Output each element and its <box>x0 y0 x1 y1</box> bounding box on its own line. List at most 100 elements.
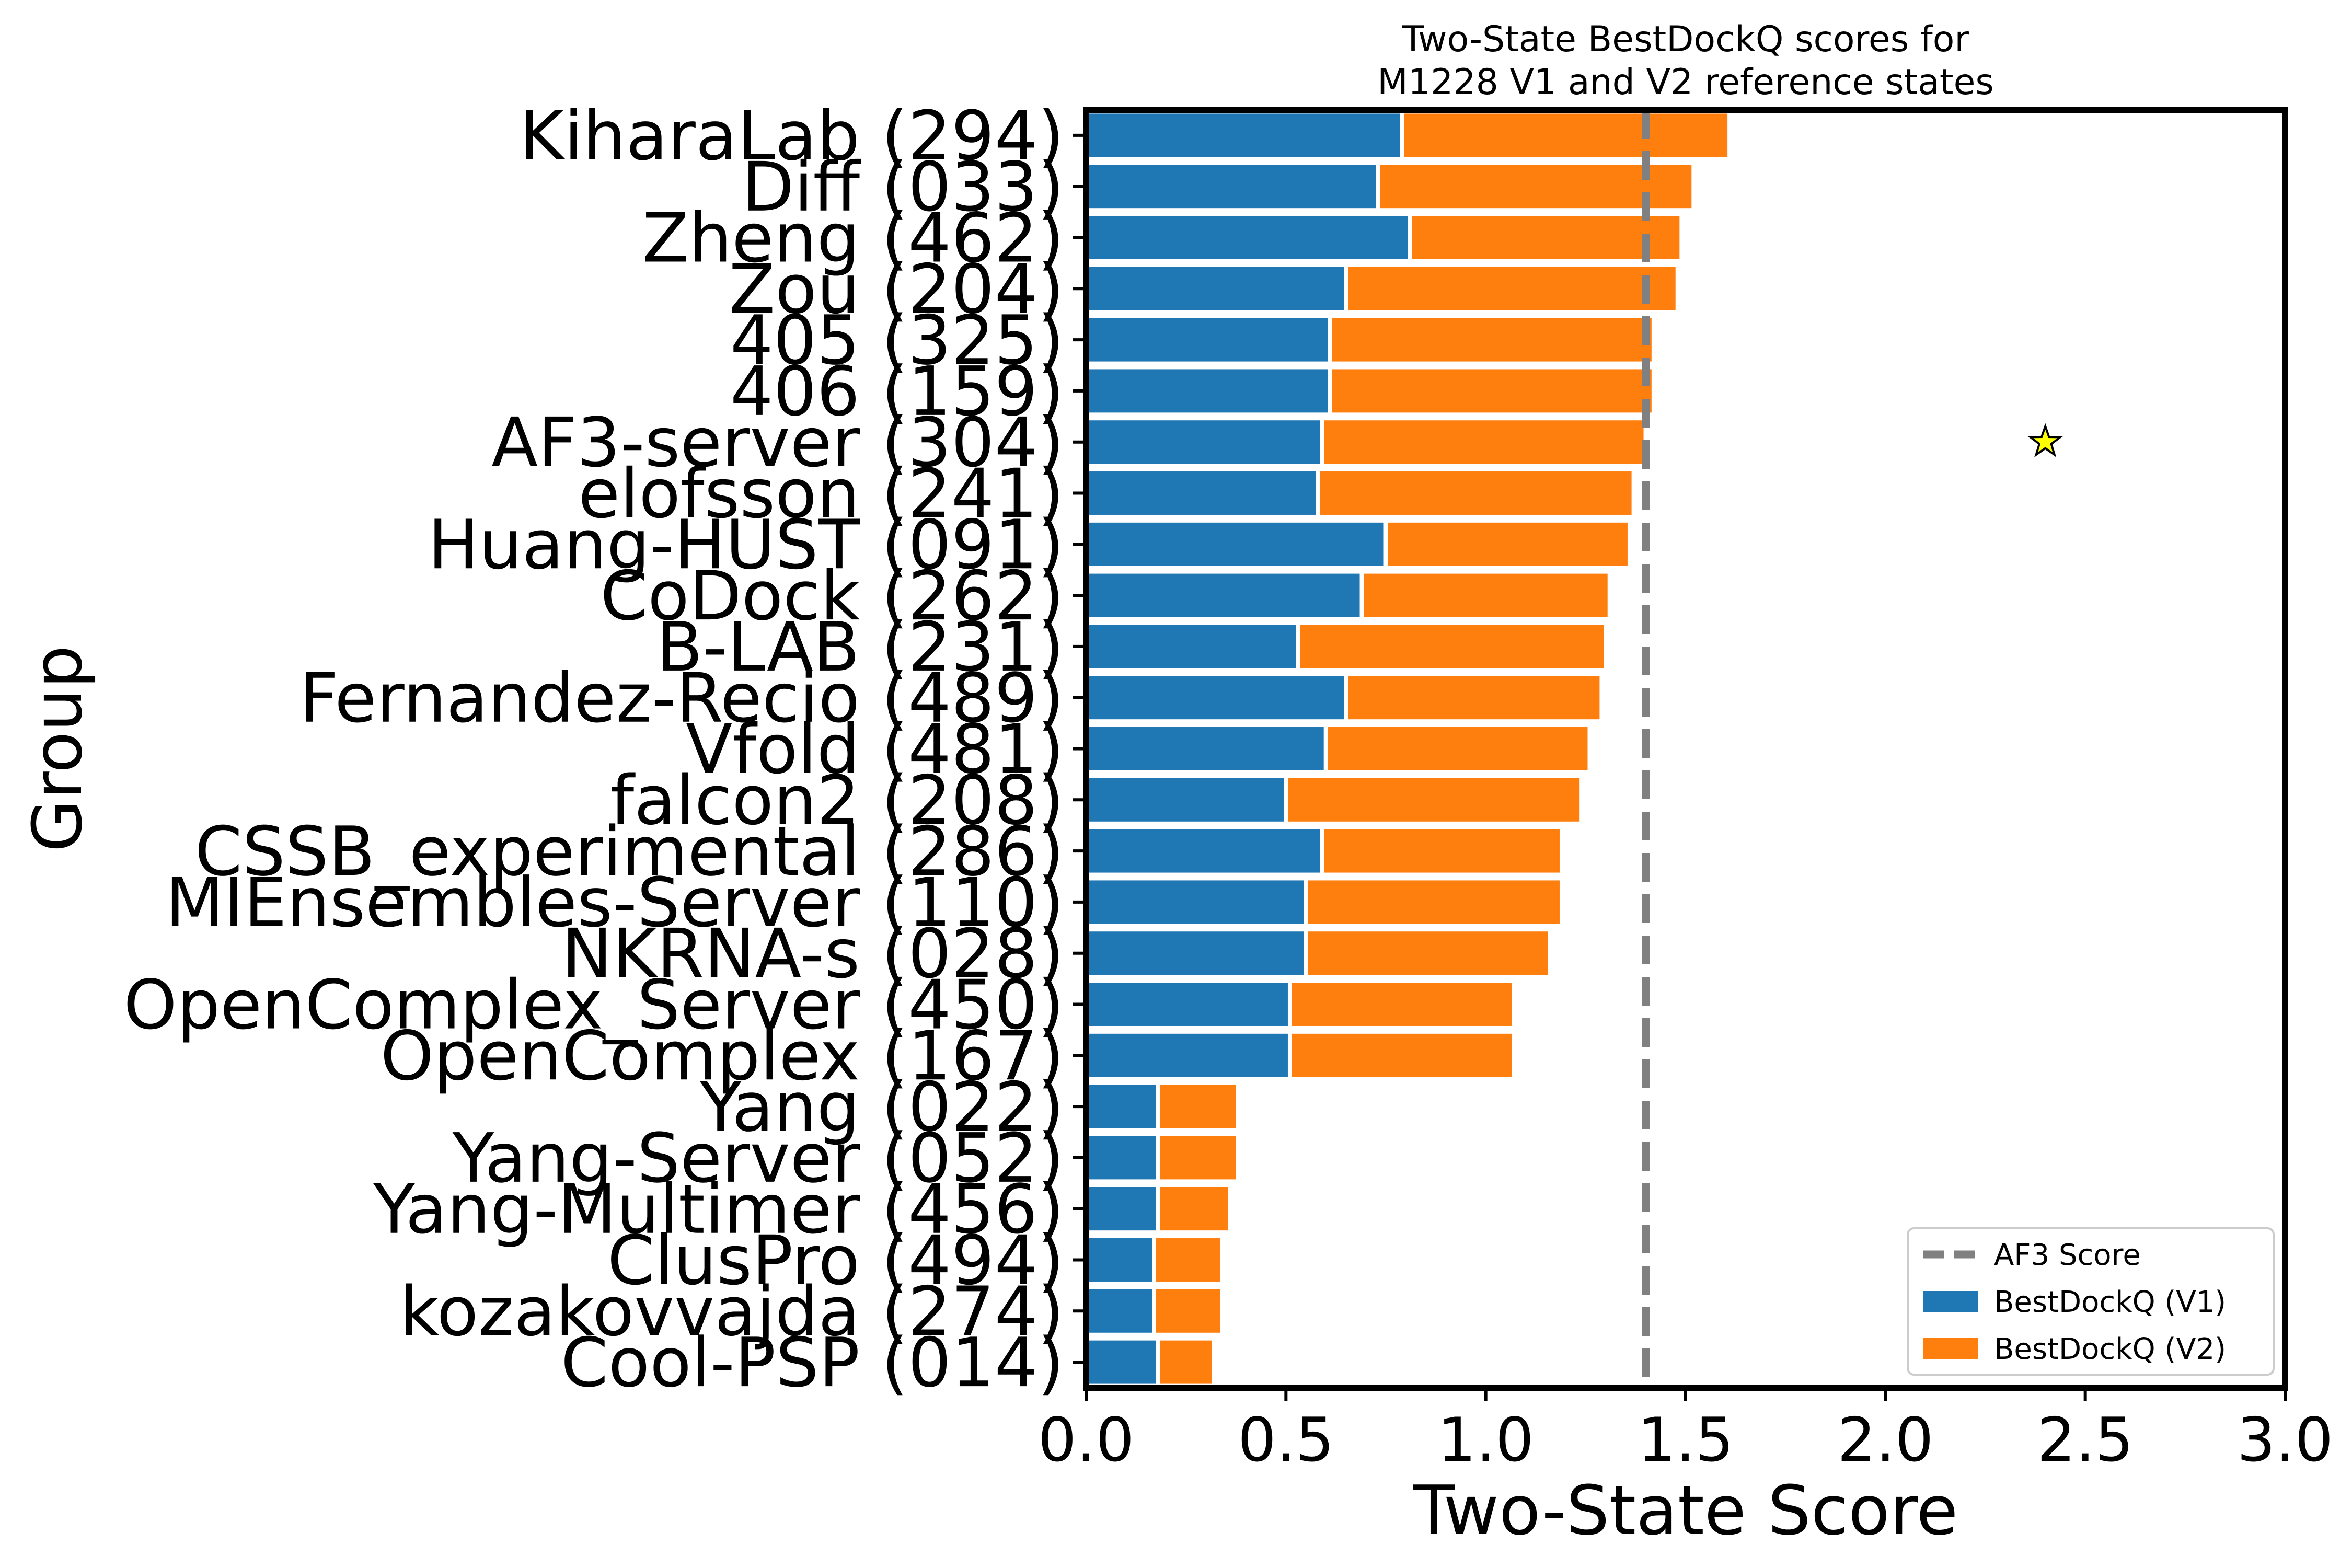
legend-swatch-v2 <box>1923 1338 1978 1359</box>
bar-v1-3 <box>1084 262 1348 315</box>
bar-v1-1 <box>1084 160 1380 213</box>
bar-v2-16 <box>1304 927 1552 979</box>
y-tick-label: 405 (325) <box>730 301 1064 380</box>
bar-v2-4 <box>1328 314 1656 366</box>
bar-v1-13 <box>1084 774 1288 826</box>
y-tick-label: Diff (033) <box>742 147 1064 227</box>
af3-server-star-marker <box>2027 423 2063 457</box>
bar-v2-10 <box>1296 620 1608 673</box>
bar-v1-11 <box>1084 672 1348 724</box>
bar-v2-21 <box>1156 1183 1232 1235</box>
y-tick-label: KiharaLab (294) <box>520 96 1064 176</box>
bar-v2-20 <box>1156 1132 1240 1184</box>
bar-v1-7 <box>1084 467 1320 519</box>
bar-v1-0 <box>1084 109 1404 162</box>
y-tick-label: ClusPro (494) <box>607 1221 1064 1300</box>
x-tick-label: 2.0 <box>1837 1405 1933 1475</box>
bar-v2-3 <box>1344 262 1680 315</box>
bar-v1-18 <box>1084 1029 1292 1081</box>
bar-v2-7 <box>1316 467 1636 519</box>
y-tick-labels: KiharaLab (294)Diff (033)Zheng (462)Zou … <box>123 96 1086 1402</box>
x-tick-label: 0.0 <box>1038 1405 1134 1475</box>
y-tick-label: falcon2 (208) <box>610 760 1064 840</box>
y-tick-label: Zheng (462) <box>642 199 1064 278</box>
x-axis: 0.0 0.5 1.0 1.5 2.0 2.5 3.0 <box>1038 1388 2333 1475</box>
bar-v2-15 <box>1304 876 1564 928</box>
y-tick-label: Zou (204) <box>729 249 1064 329</box>
y-tick-label: Fernandez-Recio (489) <box>299 659 1064 738</box>
x-tick-label: 0.5 <box>1238 1405 1334 1475</box>
bar-v1-14 <box>1084 825 1324 877</box>
chart-title-line-2: M1228 V1 and V2 reference states <box>1377 62 1994 103</box>
bar-v1-12 <box>1084 723 1328 775</box>
y-tick-label: MIEnsembles-Server (110) <box>165 863 1064 942</box>
bar-v1-9 <box>1084 569 1364 621</box>
legend-label: BestDockQ (V2) <box>1994 1332 2226 1366</box>
bar-v1-5 <box>1084 365 1332 417</box>
y-tick-label: CoDock (262) <box>600 556 1064 636</box>
y-tick-label: NKRNA-s (028) <box>561 914 1064 994</box>
bar-v2-0 <box>1400 109 1732 162</box>
y-tick-label: B-LAB (231) <box>656 607 1064 687</box>
y-tick-label: Vfold (481) <box>686 710 1064 789</box>
bar-v2-1 <box>1376 160 1696 213</box>
y-tick-label: OpenComplex_Server (450) <box>123 965 1064 1045</box>
x-axis-label: Two-State Score <box>1413 1471 1958 1550</box>
bar-v1-24 <box>1084 1336 1160 1388</box>
bar-v1-17 <box>1084 978 1292 1030</box>
bars-layer <box>1084 109 1732 1388</box>
bar-v1-10 <box>1084 620 1300 673</box>
bar-v1-16 <box>1084 927 1308 979</box>
bar-v2-9 <box>1359 569 1612 621</box>
y-tick-label: 406 (159) <box>730 352 1064 431</box>
bar-v2-17 <box>1287 978 1516 1030</box>
bar-v1-8 <box>1084 518 1388 570</box>
bar-v1-6 <box>1084 416 1324 468</box>
legend-label: AF3 Score <box>1994 1238 2141 1272</box>
bar-v1-15 <box>1084 876 1308 928</box>
y-tick-label: OpenComplex (167) <box>381 1016 1064 1096</box>
legend-label: BestDockQ (V1) <box>1994 1285 2226 1319</box>
bar-v2-13 <box>1284 774 1584 826</box>
bar-v2-19 <box>1156 1080 1240 1133</box>
x-tick-label: 1.5 <box>1638 1405 1734 1475</box>
bar-v2-5 <box>1328 365 1656 417</box>
bar-v2-12 <box>1323 723 1592 775</box>
bar-v1-19 <box>1084 1080 1160 1133</box>
chart-title: Two-State BestDockQ scores for M1228 V1 … <box>1377 19 1994 103</box>
x-tick-label: 3.0 <box>2237 1405 2333 1475</box>
bar-v1-4 <box>1084 314 1332 366</box>
marker-layer <box>2027 423 2063 457</box>
y-tick-label: Yang-Server (052) <box>452 1119 1064 1198</box>
bar-v2-23 <box>1151 1285 1224 1337</box>
bar-v1-20 <box>1084 1132 1160 1184</box>
bar-v2-11 <box>1344 672 1604 724</box>
x-tick-label: 1.0 <box>1437 1405 1534 1475</box>
y-tick-label: Yang-Multimer (456) <box>373 1170 1064 1249</box>
y-tick-label: kozakovvajda (274) <box>400 1272 1064 1351</box>
bar-v2-8 <box>1383 518 1632 570</box>
y-tick-label: Yang (022) <box>699 1067 1064 1147</box>
x-tick-label: 2.5 <box>2037 1405 2133 1475</box>
bar-v2-24 <box>1156 1336 1216 1388</box>
legend-swatch-v1 <box>1923 1291 1978 1312</box>
bar-v2-6 <box>1320 416 1648 468</box>
bar-v2-14 <box>1320 825 1564 877</box>
bar-v2-18 <box>1287 1029 1516 1081</box>
legend-box <box>1907 1227 2275 1376</box>
y-tick-label: Cool-PSP (014) <box>561 1323 1064 1402</box>
bar-v1-21 <box>1084 1183 1160 1235</box>
y-tick-label: Huang-HUST (091) <box>428 505 1064 584</box>
y-tick-label: AF3-server (304) <box>491 403 1064 482</box>
chart-title-line-1: Two-State BestDockQ scores for <box>1402 19 1969 60</box>
y-axis-label: Group <box>18 645 97 852</box>
y-tick-label: CSSB_experimental (286) <box>195 812 1064 891</box>
bar-v2-2 <box>1408 212 1684 263</box>
bar-v1-22 <box>1084 1234 1156 1286</box>
legend: AF3 Score BestDockQ (V1) BestDockQ (V2) <box>1907 1227 2275 1376</box>
bar-v1-2 <box>1084 212 1412 263</box>
bar-v2-22 <box>1151 1234 1224 1286</box>
y-tick-label: elofsson (241) <box>578 454 1064 534</box>
bar-v1-23 <box>1084 1285 1156 1337</box>
